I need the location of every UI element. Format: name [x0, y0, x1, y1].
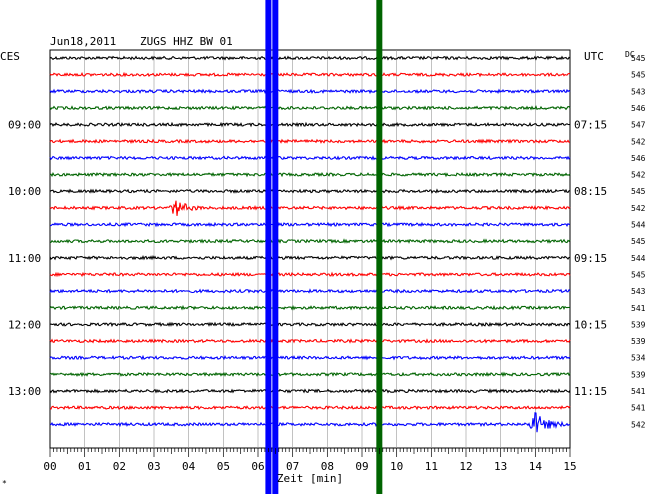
trace-line	[49, 271, 571, 278]
dc-value-label: 543	[631, 287, 646, 296]
dc-value-label: 545	[631, 54, 646, 63]
dc-value-label: 544	[631, 254, 646, 263]
right-time-label: 09:15	[574, 252, 607, 265]
dc-value-label: 542	[631, 171, 646, 180]
vertical-band	[272, 0, 279, 494]
dc-value-label: 545	[631, 270, 646, 279]
x-tick-label: 02	[113, 460, 126, 473]
x-tick-label: 10	[390, 460, 403, 473]
left-time-label: 11:00	[8, 252, 41, 265]
dc-value-label: 545	[631, 237, 646, 246]
trace-line	[49, 88, 571, 95]
dc-value-label: 542	[631, 137, 646, 146]
x-tick-label: 14	[529, 460, 543, 473]
x-tick-label: 01	[78, 460, 91, 473]
dc-value-label: 541	[631, 304, 646, 313]
x-tick-label: 05	[217, 460, 230, 473]
vertical-band	[376, 0, 383, 494]
dc-value-label: 546	[631, 154, 646, 163]
trace-line	[49, 304, 571, 311]
x-axis-label: Zeit [min]	[277, 472, 343, 485]
dc-value-label: 541	[631, 404, 646, 413]
trace-line	[49, 200, 571, 216]
dc-value-label: 542	[631, 420, 646, 429]
dc-value-label: 547	[631, 121, 646, 130]
trace-line	[49, 388, 571, 394]
left-time-label: 09:00	[8, 119, 41, 132]
left-time-label: 13:00	[8, 385, 41, 398]
trace-line	[49, 155, 571, 161]
trace-line	[49, 321, 571, 328]
left-axis-label: CES	[0, 50, 20, 63]
left-time-label: 12:00	[8, 318, 41, 331]
dc-value-label: 545	[631, 187, 646, 196]
x-tick-label: 06	[251, 460, 264, 473]
dc-value-label: 539	[631, 370, 646, 379]
header-date: Jun18,2011	[50, 35, 116, 48]
trace-line	[49, 404, 571, 411]
x-tick-label: 04	[182, 460, 196, 473]
dc-value-label: 545	[631, 71, 646, 80]
right-time-label: 07:15	[574, 119, 607, 132]
trace-line	[49, 288, 571, 294]
dc-value-label: 542	[631, 204, 646, 213]
dc-value-label: 539	[631, 320, 646, 329]
x-tick-label: 15	[563, 460, 576, 473]
trace-line	[50, 221, 571, 228]
dc-value-label: 544	[631, 221, 646, 230]
x-tick-label: 00	[43, 460, 56, 473]
dc-value-label: 543	[631, 87, 646, 96]
x-tick-label: 08	[321, 460, 334, 473]
vertical-bands-group	[265, 0, 383, 494]
x-axis: 00 01 02 03 04 05 06 07 08 09 10 11 12 13 14 15	[43, 448, 577, 473]
grid-lines	[84, 50, 536, 448]
dc-header-label: DC	[625, 50, 635, 59]
right-time-label: 11:15	[574, 385, 607, 398]
labels-group: 09:00 10:00 11:00 12:00 13:00 07:15 08:15 09:15…	[8, 54, 646, 429]
right-time-label: 10:15	[574, 318, 607, 331]
vertical-band	[265, 0, 272, 494]
x-tick-label: 09	[355, 460, 368, 473]
x-tick-label: 03	[147, 460, 160, 473]
x-tick-label: 12	[459, 460, 472, 473]
plot-frame	[49, 49, 571, 449]
dc-value-label: 534	[631, 354, 646, 363]
right-time-label: 08:15	[574, 185, 607, 198]
trace-line	[49, 255, 571, 261]
trace-line	[49, 371, 571, 378]
x-tick-label: 11	[425, 460, 438, 473]
trace-line	[49, 238, 571, 244]
traces-group	[49, 55, 571, 433]
right-axis-label: UTC	[584, 50, 604, 63]
dc-value-label: 539	[631, 337, 646, 346]
trace-line	[49, 188, 571, 194]
x-tick-label: 07	[286, 460, 299, 473]
trace-line	[49, 55, 571, 61]
trace-line	[49, 354, 571, 361]
trace-line	[49, 412, 571, 433]
left-time-label: 10:00	[8, 185, 41, 198]
header-station: ZUGS HHZ BW 01	[140, 35, 233, 48]
trace-line	[49, 105, 571, 111]
trace-line	[49, 171, 571, 178]
corner-mark: *	[2, 479, 7, 488]
dc-value-label: 541	[631, 387, 646, 396]
dc-value-label: 546	[631, 104, 646, 113]
trace-line	[49, 121, 571, 128]
trace-line	[49, 138, 571, 145]
x-tick-label: 13	[494, 460, 507, 473]
trace-line	[49, 71, 571, 78]
trace-line	[49, 338, 571, 344]
